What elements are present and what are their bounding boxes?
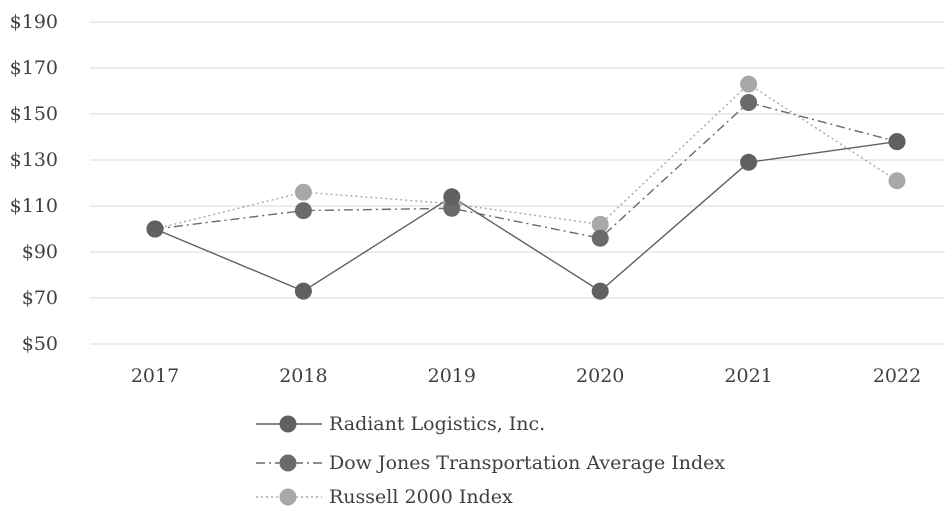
series-markers bbox=[146, 75, 906, 300]
x-tick-label: 2022 bbox=[873, 365, 921, 387]
gridlines bbox=[90, 21, 945, 345]
legend-label: Radiant Logistics, Inc. bbox=[329, 413, 545, 435]
data-point bbox=[294, 202, 312, 220]
data-point bbox=[146, 220, 164, 238]
data-point bbox=[740, 75, 758, 93]
legend-marker bbox=[279, 488, 297, 506]
series-line-1 bbox=[154, 101, 898, 239]
data-point bbox=[294, 183, 312, 201]
y-tick-label: $50 bbox=[22, 333, 58, 355]
data-point bbox=[888, 172, 906, 190]
x-tick-label: 2021 bbox=[724, 365, 772, 387]
y-tick-label: $130 bbox=[10, 149, 58, 171]
y-tick-label: $170 bbox=[10, 57, 58, 79]
data-point bbox=[591, 229, 609, 247]
legend-marker bbox=[279, 454, 297, 472]
series-line-2 bbox=[154, 83, 898, 230]
x-tick-label: 2020 bbox=[576, 365, 624, 387]
series-lines bbox=[154, 83, 898, 292]
y-tick-label: $150 bbox=[10, 103, 58, 125]
x-axis: 2017 2018 2019 2020 2021 2022 bbox=[131, 365, 921, 387]
data-point bbox=[591, 282, 609, 300]
legend: Radiant Logistics, Inc. Dow Jones Transpo… bbox=[256, 413, 725, 508]
y-axis: $50 $70 $90 $110 $130 $150 $170 $190 bbox=[10, 11, 58, 355]
data-point bbox=[888, 133, 906, 151]
data-point bbox=[740, 153, 758, 171]
x-tick-label: 2019 bbox=[428, 365, 476, 387]
x-tick-label: 2017 bbox=[131, 365, 179, 387]
legend-label: Russell 2000 Index bbox=[329, 486, 513, 508]
series-line-0 bbox=[154, 140, 898, 292]
x-tick-label: 2018 bbox=[279, 365, 327, 387]
data-point bbox=[443, 188, 461, 206]
y-tick-label: $70 bbox=[22, 287, 58, 309]
legend-marker bbox=[279, 415, 297, 433]
data-point bbox=[294, 282, 312, 300]
y-tick-label: $90 bbox=[22, 241, 58, 263]
y-tick-label: $110 bbox=[10, 195, 58, 217]
data-point bbox=[740, 94, 758, 111]
data-point bbox=[591, 215, 609, 233]
y-tick-label: $190 bbox=[10, 11, 58, 33]
legend-label: Dow Jones Transportation Average Index bbox=[329, 452, 725, 474]
